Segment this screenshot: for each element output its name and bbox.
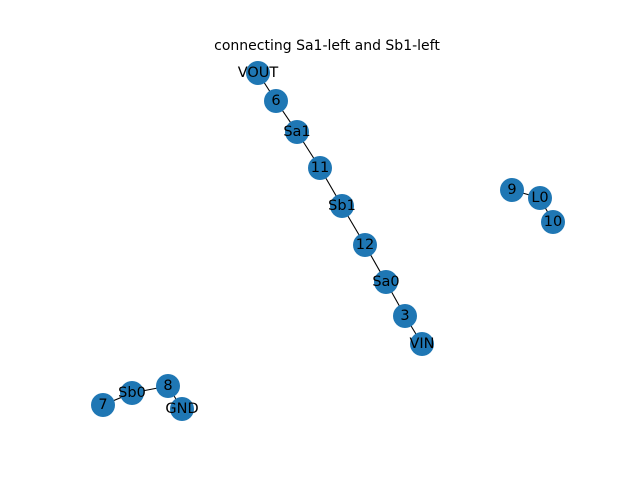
node-10: 10 xyxy=(541,210,565,234)
node-label-sb0: Sb0 xyxy=(118,385,146,401)
figure-title: connecting Sa1-left and Sb1-left xyxy=(214,38,440,54)
node-marker-9 xyxy=(500,178,524,202)
node-label-8: 8 xyxy=(163,378,172,394)
node-gnd: GND xyxy=(165,397,199,421)
node-label-sa1: Sa1 xyxy=(283,124,310,140)
node-label-6: 6 xyxy=(271,93,280,109)
node-8: 8 xyxy=(156,374,180,398)
node-marker-7 xyxy=(91,393,115,417)
node-sb0: Sb0 xyxy=(118,381,146,405)
node-label-gnd: GND xyxy=(165,401,198,417)
node-marker-sa0 xyxy=(374,270,398,294)
node-label-3: 3 xyxy=(400,308,409,324)
node-label-vout: VOUT xyxy=(238,65,279,81)
edges-layer xyxy=(102,72,554,410)
node-marker-10 xyxy=(541,210,565,234)
node-marker-vout xyxy=(246,61,270,85)
node-11: 11 xyxy=(308,156,332,180)
node-label-10: 10 xyxy=(544,214,562,230)
node-marker-vin xyxy=(410,332,434,356)
node-label-7: 7 xyxy=(98,397,107,413)
node-label-sb1: Sb1 xyxy=(328,198,356,214)
node-l0: L0 xyxy=(528,186,552,210)
node-label-11: 11 xyxy=(311,160,329,176)
node-label-9: 9 xyxy=(507,182,516,198)
node-marker-l0 xyxy=(528,186,552,210)
node-vin: VIN xyxy=(409,332,435,356)
node-sa0: Sa0 xyxy=(372,270,400,294)
node-label-12: 12 xyxy=(356,237,374,253)
node-marker-sb1 xyxy=(330,194,354,218)
node-12: 12 xyxy=(353,233,377,257)
node-marker-gnd xyxy=(170,397,194,421)
node-3: 3 xyxy=(393,304,417,328)
node-vout: VOUT xyxy=(238,61,279,85)
node-marker-3 xyxy=(393,304,417,328)
node-marker-sb0 xyxy=(120,381,144,405)
node-marker-11 xyxy=(308,156,332,180)
node-sb1: Sb1 xyxy=(328,194,356,218)
node-7: 7 xyxy=(91,393,115,417)
node-marker-8 xyxy=(156,374,180,398)
node-sa1: Sa1 xyxy=(283,120,311,144)
node-6: 6 xyxy=(264,89,288,113)
node-9: 9 xyxy=(500,178,524,202)
node-marker-12 xyxy=(353,233,377,257)
node-marker-sa1 xyxy=(285,120,309,144)
node-label-sa0: Sa0 xyxy=(372,274,399,290)
node-marker-6 xyxy=(264,89,288,113)
node-label-vin: VIN xyxy=(409,336,434,352)
node-label-l0: L0 xyxy=(531,190,548,206)
